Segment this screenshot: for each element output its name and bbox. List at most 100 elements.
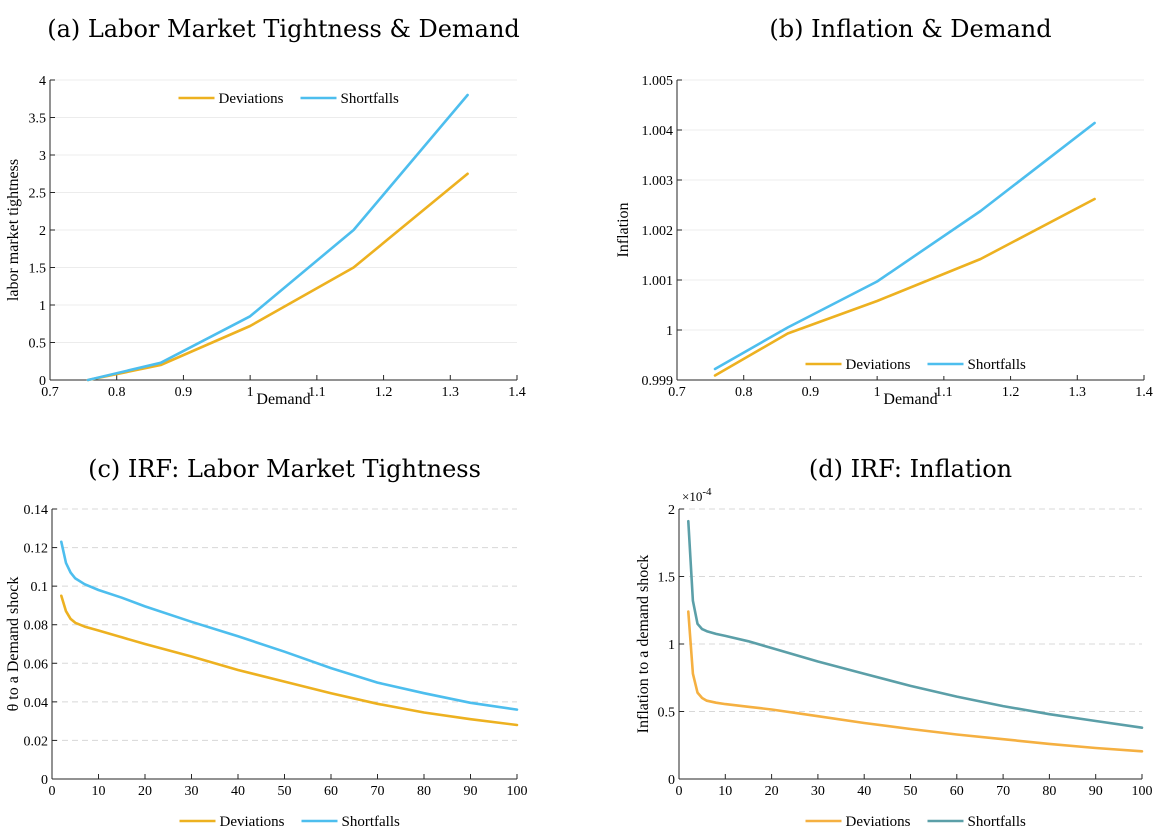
y-tick-label: 0.12 [24,542,49,557]
x-tick-label: 0 [49,784,56,799]
chart-inflation-vs-demand: (b) Inflation & Demand 0.999 1 1.001 1.002 1.… [615,15,1153,408]
y-axis-label: Inflation [615,202,632,257]
legend-label-shortfalls: Shortfalls [341,91,399,107]
y-tick-label: 0.02 [24,734,49,749]
x-tick-label: 70 [371,784,385,799]
y-tick-label: 0 [39,374,46,389]
y-tick-label: 0.1 [31,580,49,595]
legend-label-deviations: Deviations [219,91,284,107]
y-tick-label: 0.5 [658,706,676,721]
x-tick-label: 0 [676,784,683,799]
chart-title: (b) Inflation & Demand [769,15,1051,43]
legend-label-deviations: Deviations [220,814,285,829]
y-tick-label: 0.5 [29,337,47,352]
y-tick-label: 0.04 [24,696,49,711]
y-tick-label: 0.14 [24,503,49,518]
x-tick-label: 50 [278,784,292,799]
x-tick-label: 0.9 [802,385,820,400]
y-tick-label: 1 [39,299,46,314]
y-tick-label: 0.06 [24,657,49,672]
y-tick-label: 1.5 [658,571,676,586]
y-axis-label: labor market tightness [5,159,22,301]
x-tick-label: 90 [464,784,478,799]
x-tick-label: 1.3 [1069,385,1087,400]
y-tick-label: 1.003 [642,174,674,189]
series-line-deviations [59,594,519,727]
y-tick-label: 4 [39,74,46,89]
x-tick-label: 1 [247,385,254,400]
x-tick-label: 40 [857,784,871,799]
x-tick-label: 1 [874,385,881,400]
y-axis-exponent-power: -4 [702,486,712,498]
x-tick-label: 30 [811,784,825,799]
x-tick-label: 1.4 [508,385,526,400]
legend-label-shortfalls: Shortfalls [342,814,400,829]
legend: Deviations Shortfalls [170,86,399,110]
x-tick-label: 40 [231,784,245,799]
x-tick-label: 20 [138,784,152,799]
y-tick-label: 0.999 [642,374,674,389]
x-tick-label: 80 [1042,784,1056,799]
x-tick-label: 60 [324,784,338,799]
x-tick-label: 0.8 [108,385,126,400]
x-tick-label: 1.1 [308,385,326,400]
y-tick-label: 2 [668,503,675,518]
y-tick-label: 0 [41,773,48,788]
x-tick-label: 100 [1132,784,1153,799]
legend: Deviations Shortfalls [805,814,1026,829]
x-tick-label: 20 [765,784,779,799]
x-tick-label: 30 [185,784,199,799]
y-tick-label: 1.002 [642,224,674,239]
legend-label-shortfalls: Shortfalls [968,814,1026,829]
y-tick-label: 1 [668,638,675,653]
y-axis-label: θ to a Demand shock [5,577,22,712]
x-tick-label: 100 [507,784,528,799]
x-tick-label: 80 [417,784,431,799]
series-line-deviations [713,197,1096,377]
x-tick-label: 10 [718,784,732,799]
y-tick-label: 1.004 [642,124,674,139]
legend-label-deviations: Deviations [846,357,911,373]
legend-label-shortfalls: Shortfalls [968,357,1026,373]
x-tick-label: 1.4 [1135,385,1153,400]
y-tick-label: 2.5 [29,187,47,202]
x-tick-label: 60 [950,784,964,799]
x-tick-label: 50 [904,784,918,799]
chart-title: (d) IRF: Inflation [809,455,1012,483]
x-axis-label: Demand [256,391,310,408]
chart-title: (c) IRF: Labor Market Tightness [88,455,481,483]
y-axis-label: Inflation to a demand shock [635,555,652,734]
legend: Deviations Shortfalls [797,352,1026,376]
chart-irf-labor-tightness: (c) IRF: Labor Market Tightness 0 0.02 0.04… [5,455,528,829]
x-tick-label: 0.7 [668,385,686,400]
series-line-shortfalls [59,540,519,711]
series-line-deviations [686,610,1144,753]
x-tick-label: 1.2 [1002,385,1020,400]
y-tick-label: 1 [666,324,673,339]
x-axis-label: Demand [883,391,937,408]
legend-label-deviations: Deviations [846,814,911,829]
chart-labor-tightness-vs-demand: (a) Labor Market Tightness & Demand 0 0.5 1… [5,15,526,408]
y-tick-label: 1.005 [642,74,674,89]
legend: Deviations Shortfalls [179,814,400,829]
y-tick-label: 3.5 [29,112,47,127]
y-tick-label: 0.08 [24,619,49,634]
x-tick-label: 1.2 [375,385,393,400]
y-tick-label: 1.001 [642,274,674,289]
y-tick-label: 0 [668,773,675,788]
y-tick-label: 2 [39,224,46,239]
x-tick-label: 0.8 [735,385,753,400]
x-tick-label: 10 [92,784,106,799]
x-tick-label: 70 [996,784,1010,799]
x-tick-label: 1.3 [442,385,460,400]
y-axis-exponent: ×10-4 [682,486,712,504]
chart-title: (a) Labor Market Tightness & Demand [47,15,520,43]
x-tick-label: 90 [1089,784,1103,799]
series-line-shortfalls [713,121,1096,371]
x-tick-label: 0.7 [41,385,59,400]
x-tick-label: 1.1 [935,385,953,400]
series-line-shortfalls [86,93,469,382]
series-line-shortfalls [686,519,1144,730]
